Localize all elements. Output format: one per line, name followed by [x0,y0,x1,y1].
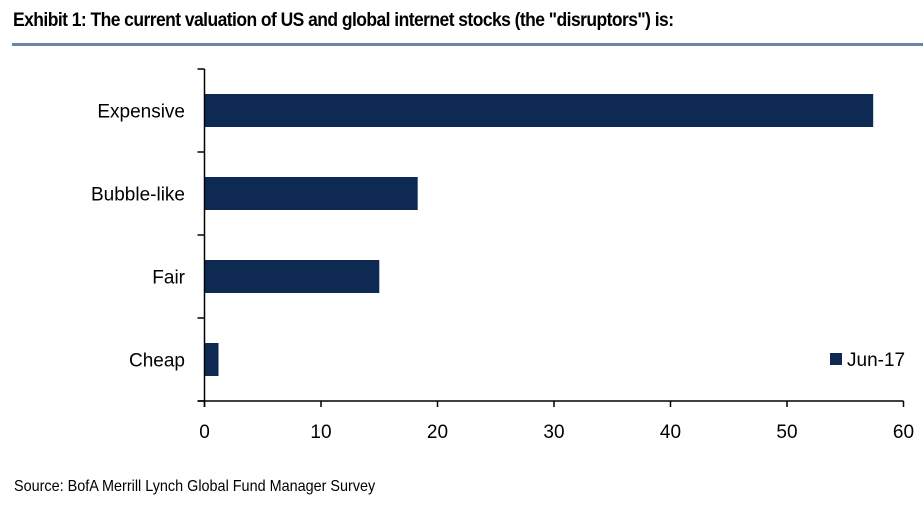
source-note: Source: BofA Merrill Lynch Global Fund M… [14,478,376,495]
x-tick-label: 60 [893,422,914,443]
bar-cheap [204,343,219,376]
category-label: Fair [152,268,185,289]
x-tick-label: 10 [310,422,331,443]
x-tick-label: 30 [543,422,564,443]
category-label: Bubble-like [91,185,185,206]
title-rule [12,43,923,46]
bar-expensive [204,94,874,127]
legend-label: Jun-17 [847,350,905,371]
category-label: Expensive [97,102,185,123]
chart-title: Exhibit 1: The current valuation of US a… [13,10,674,31]
x-tick-label: 50 [776,422,797,443]
x-tick-label: 0 [199,422,210,443]
legend: Jun-17 [830,350,905,371]
bar-fair [204,260,380,293]
legend-swatch [830,353,842,365]
x-tick-label: 40 [660,422,681,443]
bar-bubble-like [204,177,418,210]
category-label: Cheap [129,351,185,372]
x-tick-label: 20 [427,422,448,443]
